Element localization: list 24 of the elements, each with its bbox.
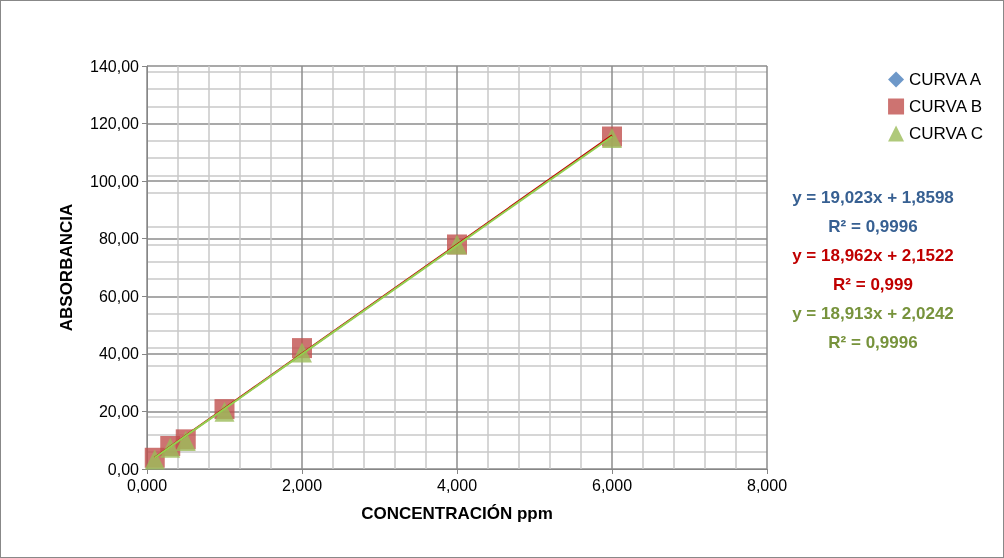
x-tick-label: 4,000 <box>436 476 478 494</box>
y-tick-label: 140,00 <box>90 57 140 75</box>
y-tick-label: 80,00 <box>98 230 140 248</box>
y-tick-label: 60,00 <box>98 287 140 305</box>
text: y = 19,023x + 1,8598 <box>792 188 954 207</box>
x-tick-label: 6,000 <box>591 476 633 494</box>
x-tick-label: 0,000 <box>126 476 168 494</box>
text: y = 18,913x + 2,0242 <box>792 304 954 323</box>
legend-label: CURVA A <box>909 70 982 89</box>
x-tick-label: 8,000 <box>746 476 788 494</box>
y-axis-title: ABSORBANCIA <box>57 203 76 332</box>
text: R² = 0,9996 <box>828 333 918 352</box>
x-axis-title: CONCENTRACIÓN ppm <box>361 504 553 523</box>
legend-label: CURVA C <box>909 124 984 143</box>
y-tick-label: 20,00 <box>98 402 140 420</box>
text: R² = 0,999 <box>833 275 913 294</box>
y-tick-label: 100,00 <box>90 172 140 190</box>
text: R² = 0,9996 <box>828 217 918 236</box>
text: y = 18,962x + 2,1522 <box>792 246 954 265</box>
y-tick-label: 120,00 <box>90 115 140 133</box>
y-tick-label: 40,00 <box>98 345 140 363</box>
legend-label: CURVA B <box>909 97 983 116</box>
y-tick-label: 0,00 <box>107 460 140 478</box>
x-tick-label: 2,000 <box>281 476 323 494</box>
